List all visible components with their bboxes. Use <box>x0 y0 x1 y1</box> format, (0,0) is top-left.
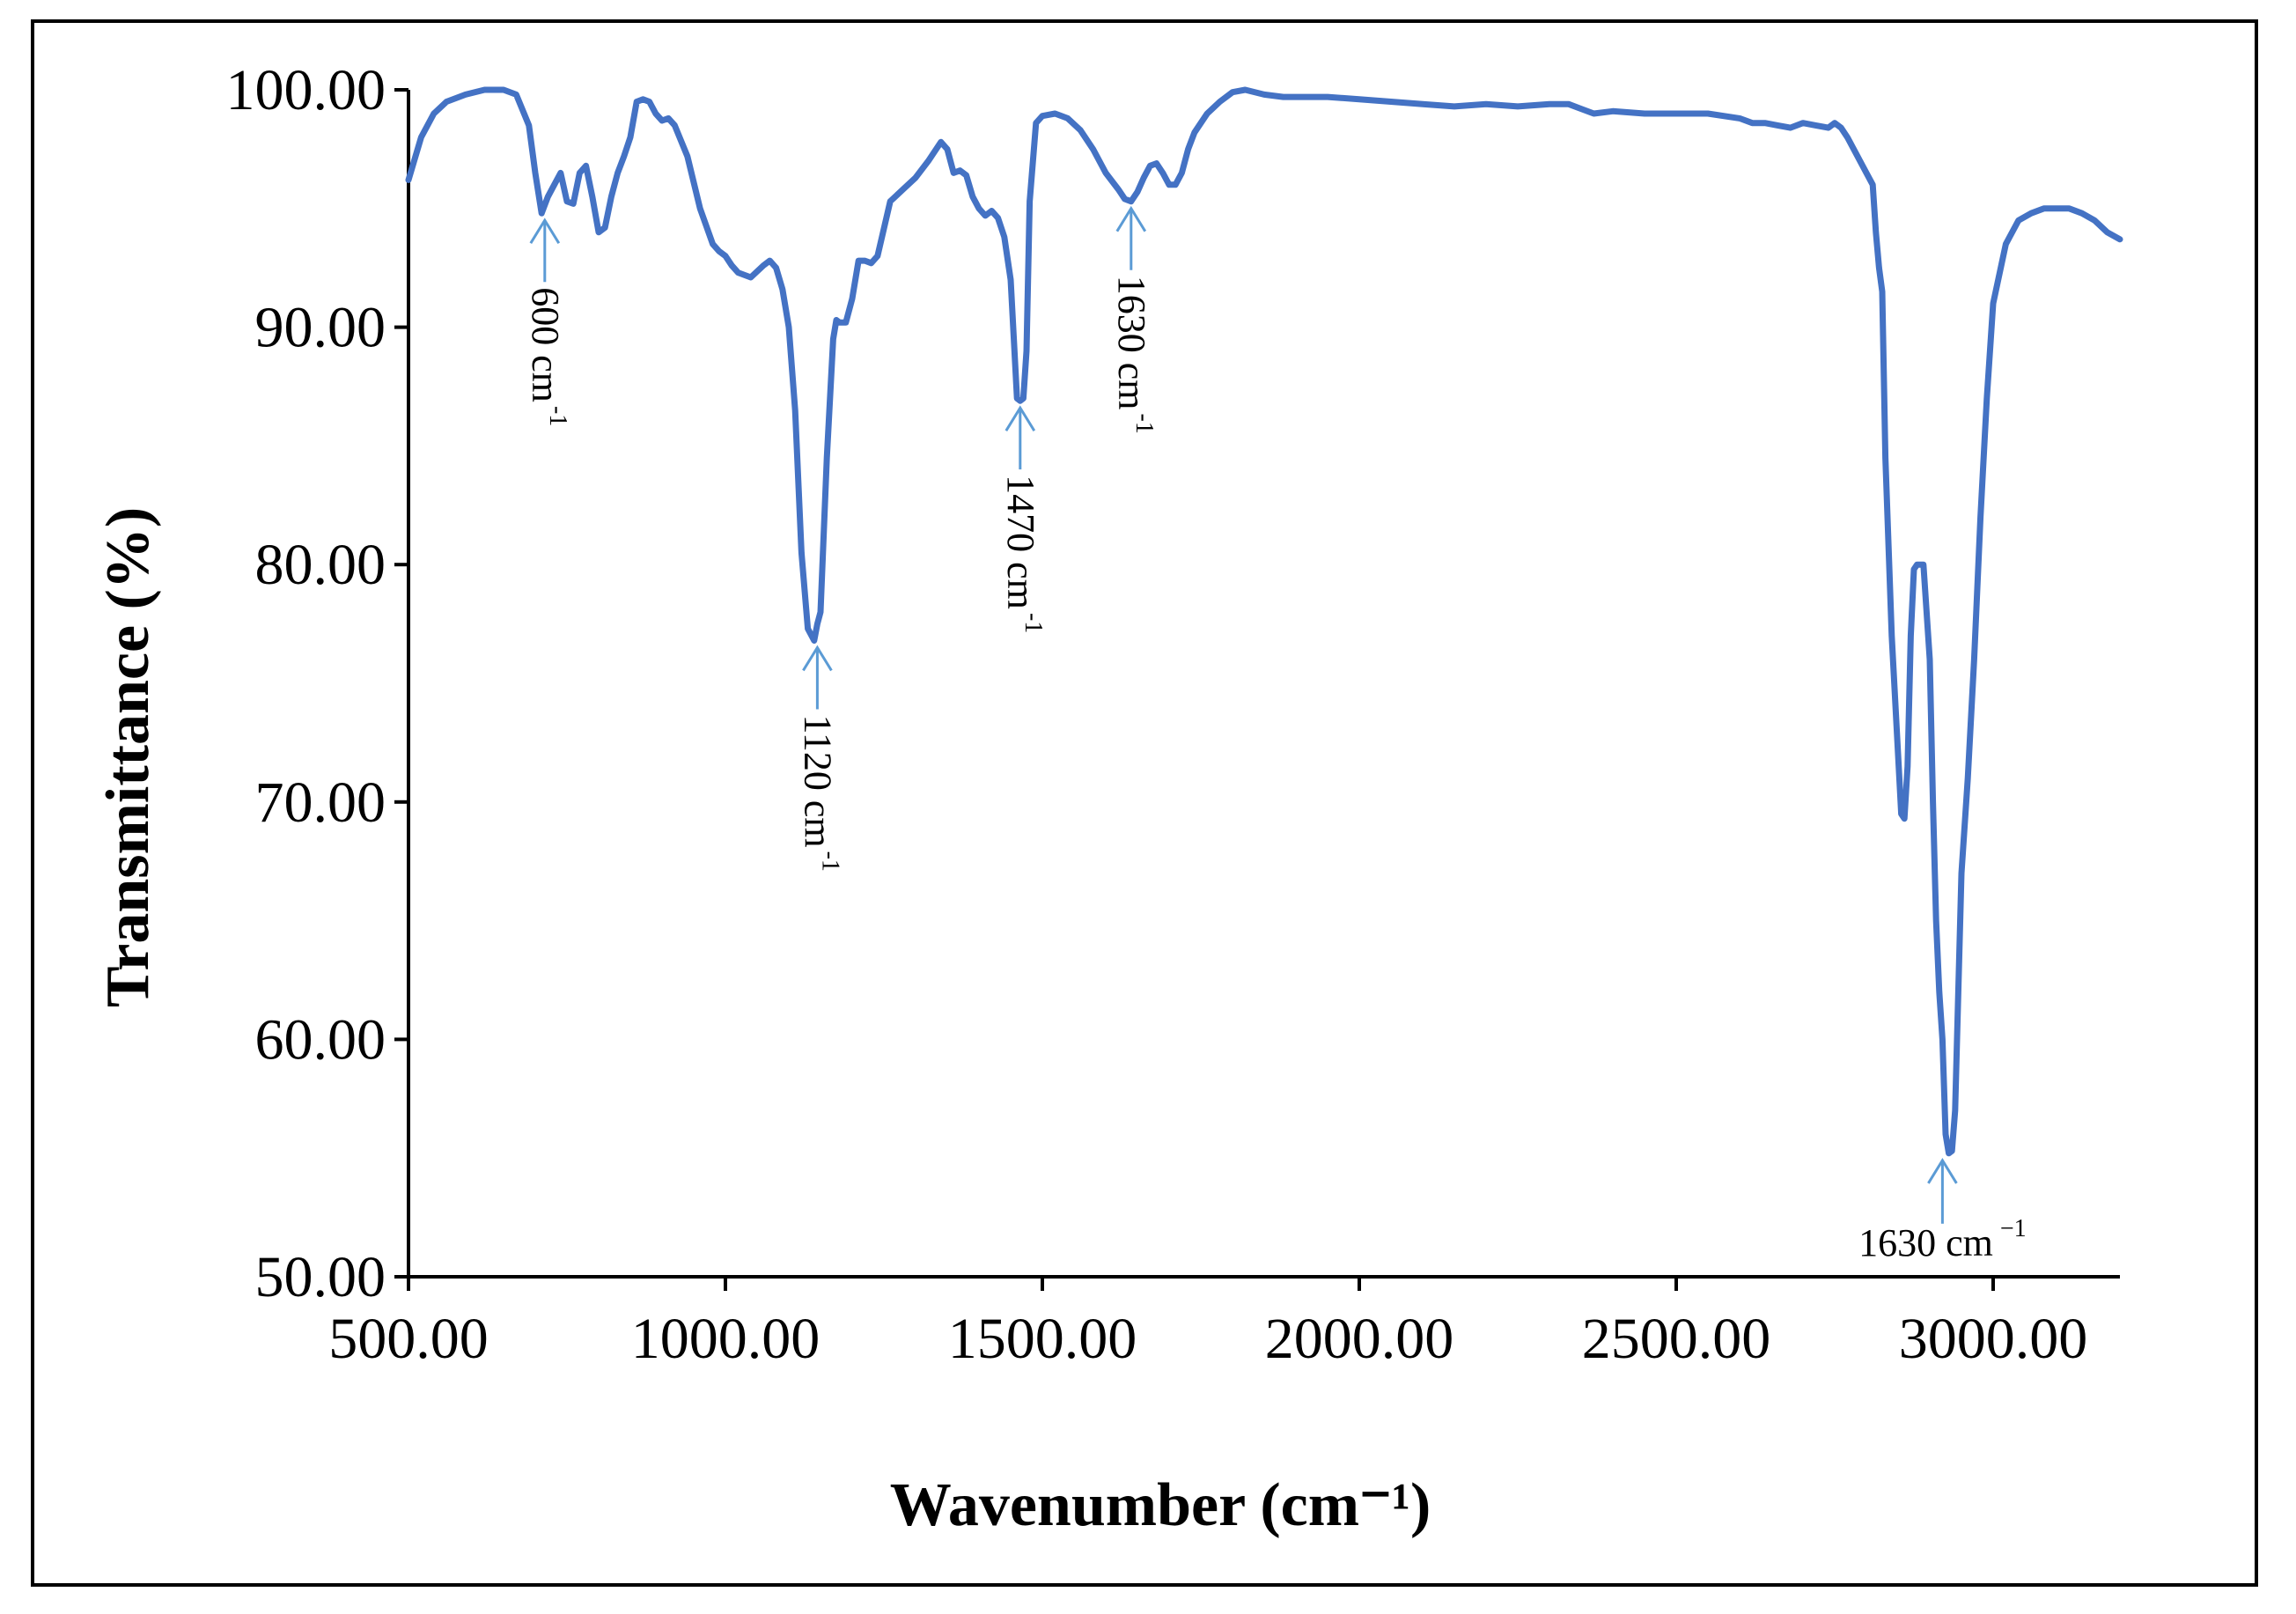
x-tick-label: 500.00 <box>328 1307 489 1371</box>
peak-annotation: 1630 cm-1 <box>1110 205 1158 434</box>
y-tick-label: 90.00 <box>255 296 386 360</box>
annotation-superscript: -1 <box>816 851 843 872</box>
series-line <box>405 86 2123 1157</box>
annotation-superscript: -1 <box>544 406 571 426</box>
y-tick-label: 80.00 <box>255 533 386 597</box>
x-tick-label: 2000.00 <box>1265 1307 1454 1371</box>
annotation-label: 1630 cm −1 <box>1858 1215 2027 1264</box>
peak-annotations: 600 cm-1 1120 cm-1 1470 cm-1 1630 cm-1 1630 … <box>524 205 2027 1264</box>
annotation-label: 1470 cm-1 <box>999 475 1047 633</box>
annotation-arrow-head <box>1004 405 1036 431</box>
annotation-superscript: −1 <box>2000 1215 2027 1242</box>
plot-area <box>405 86 2123 1279</box>
y-tick-label: 100.00 <box>226 58 386 122</box>
peak-annotation: 1470 cm-1 <box>999 405 1047 633</box>
annotation-arrow-head <box>1927 1157 1958 1184</box>
chart-frame <box>31 19 2258 1587</box>
y-tick-label: 70.00 <box>255 770 386 835</box>
x-tick-label: 2500.00 <box>1582 1307 1771 1371</box>
y-tick-label: 60.00 <box>255 1007 386 1072</box>
annotation-superscript: -1 <box>1130 413 1158 433</box>
x-tick-label: 1000.00 <box>631 1307 821 1371</box>
x-axis-title: Wavenumber (cm⁻¹) <box>890 1471 1431 1539</box>
annotation-label: 1630 cm-1 <box>1110 276 1158 434</box>
y-axis-title: Transmittance (%) <box>94 507 162 1007</box>
y-tick-label: 50.00 <box>255 1245 386 1309</box>
annotation-arrow-head <box>529 217 561 244</box>
x-tick-label: 1500.00 <box>948 1307 1137 1371</box>
annotation-arrow-head <box>1115 205 1147 232</box>
annotation-superscript: -1 <box>1019 613 1047 633</box>
annotation-label: 1120 cm-1 <box>796 714 843 871</box>
annotation-arrow-head <box>802 645 833 672</box>
peak-annotation: 1630 cm −1 <box>1858 1157 2027 1264</box>
annotation-label: 600 cm-1 <box>524 287 571 426</box>
x-tick-label: 3000.00 <box>1899 1307 2088 1371</box>
peak-annotation: 600 cm-1 <box>524 217 571 426</box>
peak-annotation: 1120 cm-1 <box>796 645 843 872</box>
